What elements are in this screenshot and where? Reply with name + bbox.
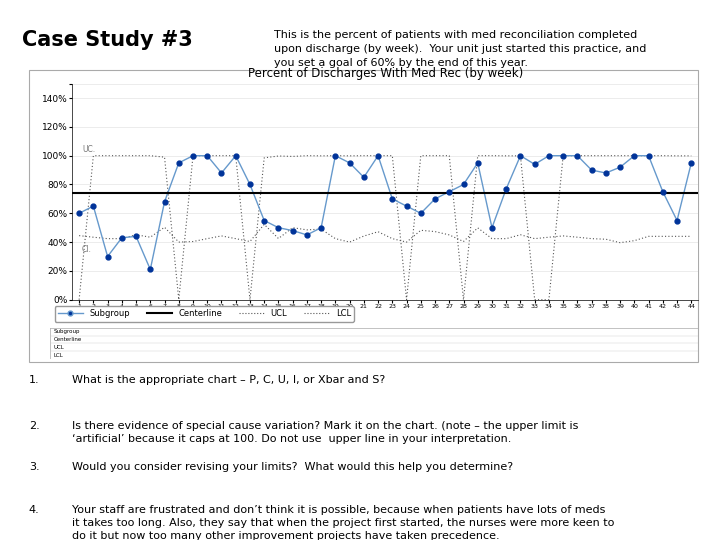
Text: Subgroup: Subgroup bbox=[54, 329, 80, 334]
Text: UCL: UCL bbox=[54, 345, 64, 350]
Text: Cl.: Cl. bbox=[82, 245, 92, 254]
Text: 2.: 2. bbox=[29, 421, 40, 431]
Text: UC.: UC. bbox=[82, 145, 95, 154]
Text: Your staff are frustrated and don’t think it is possible, because when patients : Your staff are frustrated and don’t thin… bbox=[72, 505, 614, 540]
Text: 1.: 1. bbox=[29, 375, 40, 386]
Text: Would you consider revising your limits?  What would this help you determine?: Would you consider revising your limits?… bbox=[72, 462, 513, 472]
Text: Is there evidence of special cause variation? Mark it on the chart. (note – the : Is there evidence of special cause varia… bbox=[72, 421, 578, 444]
Text: LCL: LCL bbox=[54, 353, 63, 357]
Legend: Subgroup, Centerline, UCL, LCL: Subgroup, Centerline, UCL, LCL bbox=[55, 306, 354, 322]
Text: This is the percent of patients with med reconciliation completed
upon discharge: This is the percent of patients with med… bbox=[274, 30, 646, 68]
Text: Centerline: Centerline bbox=[54, 337, 82, 342]
Text: Case Study #3: Case Study #3 bbox=[22, 30, 192, 51]
Text: 3.: 3. bbox=[29, 462, 40, 472]
Title: Percent of Discharges With Med Rec (by week): Percent of Discharges With Med Rec (by w… bbox=[248, 67, 523, 80]
Text: What is the appropriate chart – P, C, U, I, or Xbar and S?: What is the appropriate chart – P, C, U,… bbox=[72, 375, 385, 386]
Text: 4.: 4. bbox=[29, 505, 40, 515]
